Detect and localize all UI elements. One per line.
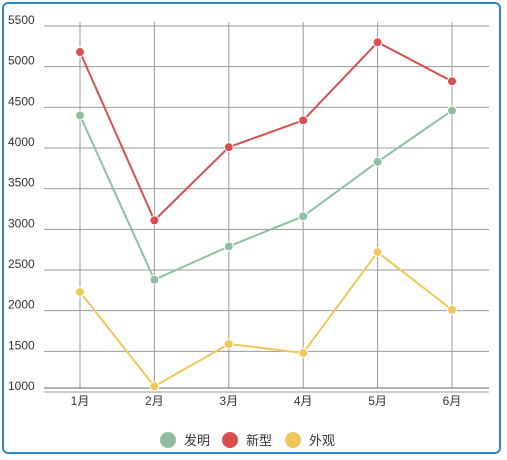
legend-swatch — [160, 432, 176, 448]
series-line — [79, 251, 453, 388]
legend-swatch — [285, 432, 301, 448]
grid — [44, 22, 489, 393]
data-point[interactable] — [149, 274, 160, 285]
series-line — [79, 109, 453, 281]
series — [75, 37, 457, 392]
legend-item[interactable]: 外观 — [285, 432, 335, 449]
y-tick-label: 4500 — [8, 94, 35, 108]
y-tick-label: 1500 — [8, 338, 35, 352]
data-point[interactable] — [223, 339, 234, 350]
y-tick-label: 4000 — [8, 135, 35, 149]
data-point[interactable] — [75, 286, 85, 297]
data-point[interactable] — [372, 156, 383, 167]
data-point[interactable] — [75, 110, 85, 121]
axes: 1000 1500 2000 2500 3000 3500 4000 4500 5000 5500… — [8, 13, 489, 408]
data-point[interactable] — [447, 105, 457, 116]
y-tick-label: 3500 — [8, 176, 35, 190]
data-point[interactable] — [149, 215, 160, 226]
legend-swatch — [222, 432, 238, 448]
legend: 发明 新型 外观 — [160, 432, 335, 449]
data-point[interactable] — [75, 47, 85, 58]
y-tick-label: 5000 — [8, 54, 35, 68]
legend-label: 发明 — [184, 433, 210, 449]
x-tick-label: 4月 — [294, 394, 313, 408]
x-tick-label: 5月 — [368, 394, 387, 408]
legend-item[interactable]: 发明 — [160, 432, 210, 449]
data-point[interactable] — [298, 347, 309, 358]
data-point[interactable] — [372, 37, 383, 48]
y-tick-label: 5500 — [8, 13, 35, 27]
data-point[interactable] — [447, 304, 457, 315]
x-tick-label: 1月 — [71, 394, 90, 408]
y-tick-label: 2000 — [8, 298, 35, 312]
data-point[interactable] — [149, 381, 160, 392]
data-point[interactable] — [447, 76, 457, 87]
y-tick-label: 1000 — [8, 379, 35, 393]
chart-panel — [2, 2, 501, 454]
x-tick-label: 3月 — [219, 394, 238, 408]
legend-item[interactable]: 新型 — [222, 432, 272, 449]
legend-label: 外观 — [309, 434, 335, 449]
data-point[interactable] — [223, 142, 234, 153]
y-tick-label: 3000 — [8, 216, 35, 230]
data-point[interactable] — [298, 115, 309, 126]
y-tick-label: 2500 — [8, 257, 35, 271]
series-line — [79, 41, 453, 222]
data-point[interactable] — [372, 247, 383, 258]
x-tick-label: 2月 — [145, 394, 164, 408]
legend-label: 新型 — [246, 433, 272, 449]
data-point[interactable] — [223, 241, 234, 252]
data-point[interactable] — [298, 211, 309, 222]
x-tick-label: 6月 — [443, 394, 462, 408]
